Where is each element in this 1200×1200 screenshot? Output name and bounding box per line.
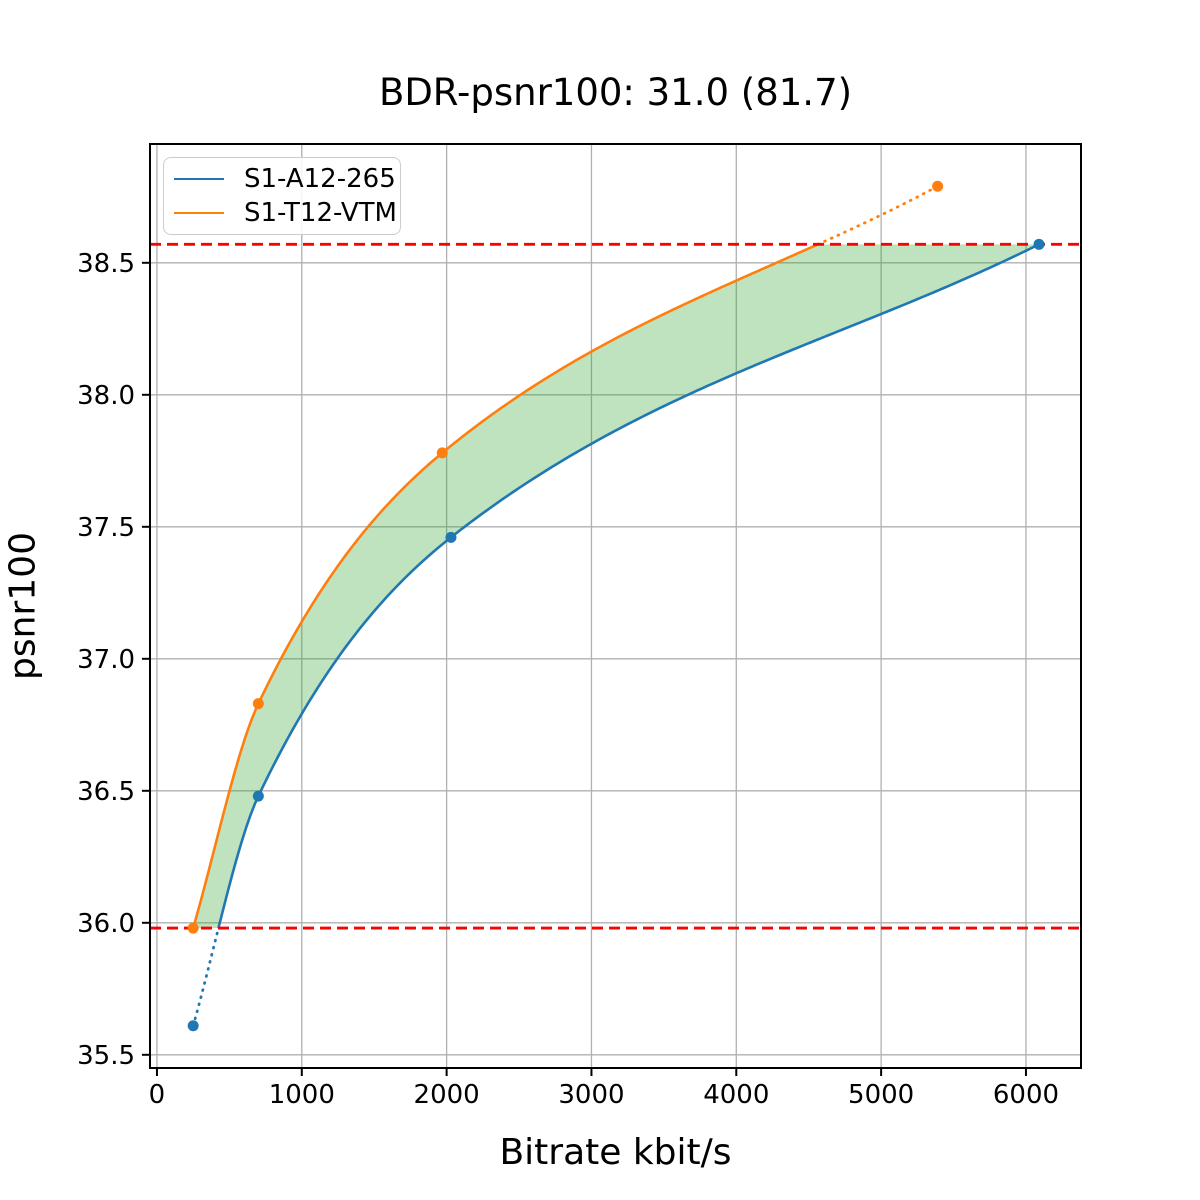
data-point-marker [932,180,944,192]
legend-item: S1-T12-VTM [174,196,397,230]
data-point-marker [187,1020,199,1032]
bd-overlap-fill-region [193,244,1039,929]
data-point-marker [445,531,457,543]
x-tick-label: 0 [149,1080,166,1110]
legend-line-sample-blue [174,178,224,180]
y-tick-label: 37.0 [77,645,135,675]
legend-item: S1-A12-265 [174,162,396,196]
y-tick-label: 38.5 [77,249,135,279]
y-axis-label: psnr100 [2,532,44,680]
legend-label: S1-T12-VTM [244,198,397,228]
legend: S1-A12-265 S1-T12-VTM [163,157,401,235]
x-axis-label: Bitrate kbit/s [499,1132,732,1173]
y-tick-label: 36.0 [77,909,135,939]
plot-border [149,143,1082,1069]
data-point-marker [436,447,448,459]
curve-s1-a12-265 [217,243,1040,929]
y-tick-label: 36.5 [77,777,135,807]
legend-label: S1-A12-265 [244,164,396,194]
x-tick-label: 6000 [993,1080,1059,1110]
x-tick-label: 3000 [558,1080,624,1110]
data-point-marker [252,790,264,802]
legend-line-sample-orange [174,212,224,214]
data-point-marker [187,922,199,934]
x-tick-label: 1000 [269,1080,335,1110]
curve-dotted-s1-t12-vtm [816,184,940,246]
y-tick-label: 35.5 [77,1041,135,1071]
curve-dotted-s1-a12-265 [191,926,220,1028]
data-point-marker [252,698,264,710]
chart-title: BDR-psnr100: 31.0 (81.7) [378,71,853,114]
x-tick-label: 5000 [848,1080,914,1110]
data-point-marker [1033,238,1045,250]
y-tick-label: 37.5 [77,513,135,543]
curve-s1-t12-vtm [191,243,819,929]
x-tick-label: 2000 [414,1080,480,1110]
x-tick-label: 4000 [703,1080,769,1110]
y-tick-label: 38.0 [77,381,135,411]
